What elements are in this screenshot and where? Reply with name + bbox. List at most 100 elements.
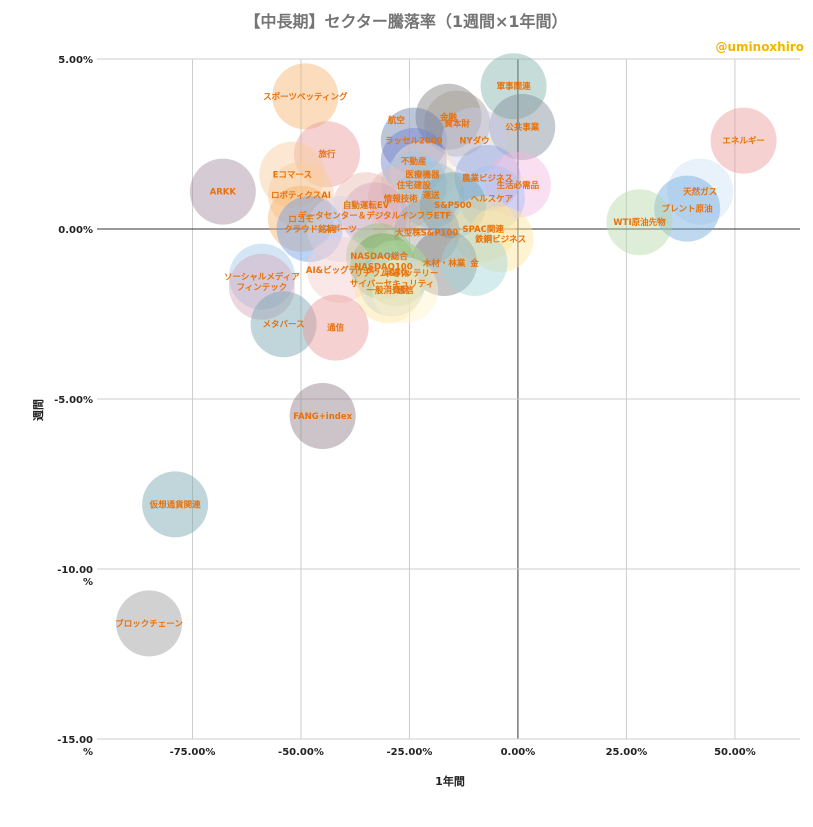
data-point [354,257,421,324]
data-point-label: 鉄鋼ビジネス [475,234,526,245]
data-point [450,196,517,262]
data-point-label: 一般消費財 [366,285,409,296]
data-point [272,63,339,130]
data-point [250,291,317,358]
data-point [441,107,508,174]
data-point [341,182,408,249]
data-point [710,107,777,174]
x-tick-label: 50.00% [714,747,756,758]
x-tick-label: 25.00% [606,747,648,758]
y-tick-label: -15.00% [57,735,93,758]
data-point-label: 住宅建設 [397,180,432,191]
data-point-label: ヘルスケア [471,194,514,204]
data-point [454,145,521,211]
data-point-label: 天然ガス [683,187,717,198]
data-point [415,83,482,150]
y-tick-label: 0.00% [58,225,93,236]
data-point [654,175,721,242]
data-point-label: 資本財 [443,119,470,130]
y-axis-title: 週間 [31,399,45,421]
data-point [411,230,478,296]
data-point-label: 大型株S&P100 [395,227,458,238]
data-point [380,107,447,174]
data-point [667,158,734,225]
data-point [142,471,209,538]
data-point [267,162,334,228]
data-point [189,158,256,225]
data-point-label: S&P500 [434,201,472,211]
data-point-label: 半導体 [384,268,410,279]
data-point-label: ブレント原油 [662,204,713,215]
data-point [302,294,369,361]
y-tick-label: -5.00% [54,395,93,406]
chart-credit: @uminoxhiro [715,40,804,54]
data-point [372,257,439,324]
data-point-label: 金 [469,258,479,269]
data-point-label: エネルギー [722,136,765,147]
y-tick-label: 5.00% [58,55,93,66]
data-point [393,199,460,266]
data-point [293,121,360,188]
data-point [458,165,525,232]
data-point-label: NYダウ [459,136,489,147]
data-point [350,233,417,300]
chart-title: 【中長期】セクター騰落率（1週間×1年間） [244,12,567,31]
data-point-label: NASDAQ100 [354,262,413,272]
data-point [389,141,456,208]
data-point-label: ロコモ [288,215,314,225]
data-point-label: スポーツ [323,224,357,235]
data-point [116,590,183,657]
x-axis-title: 1年間 [435,774,465,788]
data-point [467,206,534,273]
y-tick-label: -10.00% [57,565,93,588]
data-point [333,172,400,239]
data-point-label: 仮想通貨関連 [149,499,202,510]
data-point-label: 不動産 [401,156,427,167]
data-point-label: データセンター＆デジタルインフラETF [298,210,451,221]
data-point-label: FANG+index [293,412,352,422]
data-point-label: フィンテック [236,282,287,293]
data-point [484,151,551,218]
data-point [228,243,295,310]
data-point-label: 旅行 [317,149,336,160]
data-point-label: 自動運転EV [343,200,390,211]
x-tick-label: 0.00% [501,747,536,758]
data-point-label: リチウム&バッテリー [354,268,438,279]
data-point [489,94,556,160]
data-point [307,236,374,303]
data-point [307,196,374,262]
data-point [424,90,491,157]
data-point-label: AI&ビッグデータ [306,265,374,276]
data-point-label: Eコマース [273,171,312,181]
data-point [398,162,465,228]
data-point [419,172,486,239]
data-point-label: クラウド銘柄 [284,224,336,235]
data-point [363,240,430,307]
data-point-label: 生活必需品 [497,180,540,191]
data-point-label: ラッセル2000 [385,137,443,147]
data-point-label: ソーシャルメディア [224,272,300,283]
data-point-label: 公共事業 [505,122,540,133]
data-point-label: 木材・林業 [422,258,466,269]
data-point [267,185,334,252]
x-tick-label: -25.00% [387,747,433,758]
x-tick-label: -75.00% [170,747,216,758]
data-point-label: ブロックチェーン [115,618,183,629]
x-tick-label: -50.00% [278,747,324,758]
data-point [363,87,430,154]
data-point [259,141,326,208]
data-point [363,240,430,307]
tick-labels: -75.00% -50.00% -25.00% 0.00% 25.00% 50.00% 5.… [54,55,756,758]
data-point [346,223,413,290]
data-point [380,128,447,194]
data-point-label: 農業ビジネス [462,173,513,184]
data-point-label: ARKK [210,188,237,198]
data-point-label: 運送 [423,190,441,201]
data-point [276,196,343,262]
data-point [606,189,673,256]
data-point [359,250,426,317]
gridlines [97,58,800,740]
data-point [380,151,447,218]
data-point-label: 軍事関連 [497,81,532,92]
